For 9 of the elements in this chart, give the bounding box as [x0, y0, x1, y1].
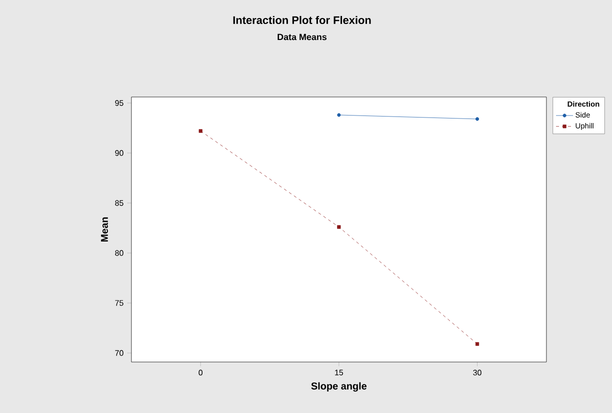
y-axis-title: Mean	[100, 217, 108, 242]
point	[337, 225, 341, 229]
point	[198, 129, 202, 133]
chart-subtitle: Data Means	[278, 34, 327, 40]
x-axis-title: Slope angle	[311, 382, 367, 392]
chart-title: Interaction Plot for Flexion	[233, 16, 371, 24]
point	[475, 342, 480, 346]
point	[475, 117, 480, 121]
point	[337, 113, 341, 117]
